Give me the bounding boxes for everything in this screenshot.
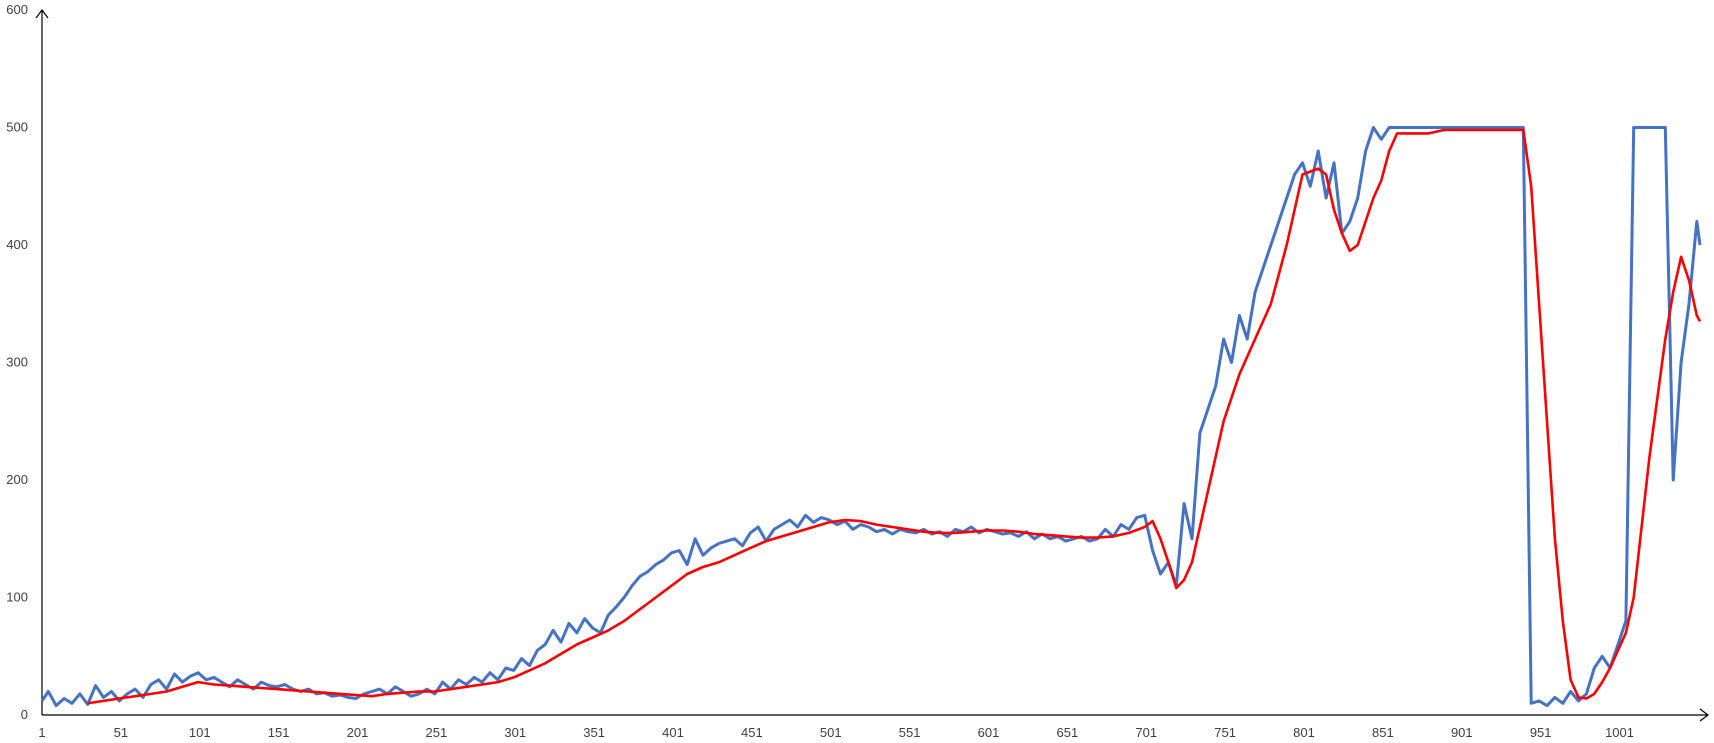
- x-tick-label: 901: [1451, 725, 1473, 740]
- x-axis-arrow-icon: [1699, 708, 1709, 722]
- x-tick-label: 101: [189, 725, 211, 740]
- y-tick-label: 100: [6, 590, 28, 605]
- x-tick-label: 201: [347, 725, 369, 740]
- x-tick-label: 351: [583, 725, 605, 740]
- x-tick-label: 951: [1530, 725, 1552, 740]
- x-axis: [42, 708, 1709, 722]
- x-tick-label: 501: [820, 725, 842, 740]
- y-tick-labels: 0 100 200 300 400 500 600: [6, 2, 28, 722]
- x-tick-label: 801: [1293, 725, 1315, 740]
- y-tick-label: 0: [21, 707, 28, 722]
- series-line-raw: [40, 126, 1702, 708]
- x-tick-label: 151: [268, 725, 290, 740]
- y-tick-label: 400: [6, 237, 28, 252]
- y-tick-label: 500: [6, 120, 28, 135]
- x-tick-label: 701: [1135, 725, 1157, 740]
- x-tick-label: 1: [38, 725, 45, 740]
- x-tick-label: 551: [899, 725, 921, 740]
- x-tick-label: 251: [426, 725, 448, 740]
- series-line-moving-average: [87, 128, 1702, 705]
- x-tick-label: 601: [978, 725, 1000, 740]
- y-tick-label: 300: [6, 355, 28, 370]
- y-tick-label: 600: [6, 2, 28, 17]
- x-tick-label: 51: [114, 725, 128, 740]
- y-tick-label: 200: [6, 472, 28, 487]
- x-tick-label: 1001: [1605, 725, 1634, 740]
- y-axis-arrow-icon: [35, 9, 49, 19]
- x-tick-label: 651: [1057, 725, 1079, 740]
- x-tick-label: 301: [504, 725, 526, 740]
- x-tick-label: 851: [1372, 725, 1394, 740]
- y-axis: [35, 9, 49, 715]
- x-tick-label: 401: [662, 725, 684, 740]
- x-tick-label: 451: [741, 725, 763, 740]
- x-tick-labels: 1 51 101 151 201 251 301 351 401 451 501 551 601 651 7…: [38, 725, 1634, 740]
- x-tick-label: 751: [1214, 725, 1236, 740]
- series-layer: [40, 126, 1702, 708]
